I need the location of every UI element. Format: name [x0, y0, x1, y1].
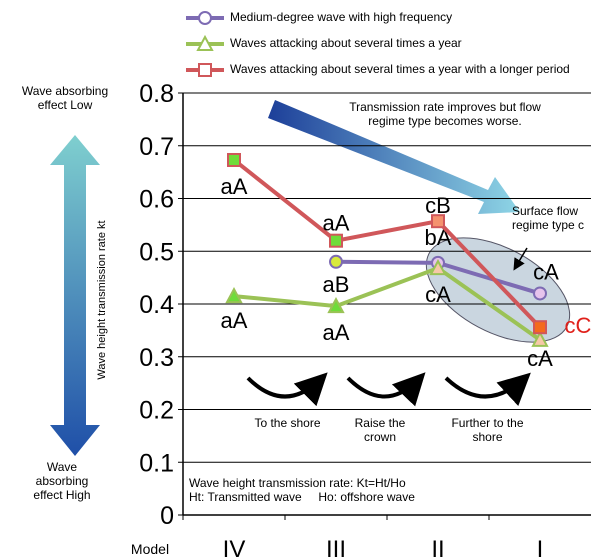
marker	[531, 330, 549, 347]
legend-label: Waves attacking about several times a ye…	[230, 62, 570, 76]
point-label: aA	[323, 211, 350, 236]
x-axis-title: Model	[131, 541, 169, 557]
marker	[198, 63, 212, 77]
marker	[227, 152, 241, 167]
marker	[327, 297, 345, 314]
marker	[225, 286, 243, 304]
x-tick-label: IV	[223, 536, 246, 558]
formula: Ht: Transmitted wave Ho: offshore wave	[189, 490, 415, 504]
x-tick-label: I	[537, 536, 544, 558]
point-label: cB	[425, 193, 451, 218]
marker	[431, 214, 445, 229]
point-label: aA	[221, 174, 248, 199]
x-tick-label: III	[326, 536, 346, 558]
step-label: To the shore	[254, 416, 321, 430]
y-tick-label: 0.1	[139, 449, 174, 477]
effect-low: Wave absorbing effect Low	[21, 84, 112, 112]
marker	[329, 233, 343, 248]
marker	[533, 320, 547, 335]
y-tick-label: 0.2	[139, 397, 174, 425]
y-tick-label: 0.4	[139, 291, 174, 319]
step-label: Further to the shore	[451, 416, 527, 444]
marker	[429, 259, 447, 276]
point-label: aB	[323, 272, 350, 297]
legend-label: Medium-degree wave with high frequency	[230, 10, 453, 24]
point-label: cC	[565, 313, 592, 338]
marker	[533, 286, 547, 301]
legend-label: Waves attacking about several times a ye…	[230, 36, 462, 50]
trend-arrow	[268, 100, 520, 214]
y-tick-label: 0.8	[139, 80, 174, 108]
trend-note: Transmission rate improves but flow regi…	[349, 100, 545, 128]
region	[425, 237, 571, 343]
point-label: cA	[533, 259, 559, 284]
y-tick-label: 0.5	[139, 238, 174, 266]
step-label: Raise the crown	[354, 416, 409, 444]
effect-arrow	[50, 135, 100, 456]
y-tick-label: 0.3	[139, 344, 174, 372]
point-label: cA	[425, 282, 451, 307]
point-label: aA	[221, 308, 248, 333]
surface-flow: Surface flow regime type c	[512, 204, 585, 232]
point-label: aA	[323, 320, 350, 345]
y-tick-label: 0	[160, 502, 174, 530]
step-arrows	[246, 372, 531, 407]
x-tick-label: II	[431, 536, 444, 558]
y-tick-label: 0.7	[139, 133, 174, 161]
effect-high: Wave absorbing effect High	[33, 460, 92, 502]
formula: Wave height transmission rate: Kt=Ht/Ho	[189, 476, 406, 490]
series-line	[232, 158, 542, 329]
marker	[196, 34, 214, 51]
y-tick-label: 0.6	[139, 186, 174, 214]
y-axis-title: Wave height transmission rate kt	[96, 220, 108, 379]
marker	[329, 254, 343, 269]
marker	[198, 11, 212, 25]
point-label: cA	[527, 346, 553, 371]
series-line	[233, 265, 542, 342]
